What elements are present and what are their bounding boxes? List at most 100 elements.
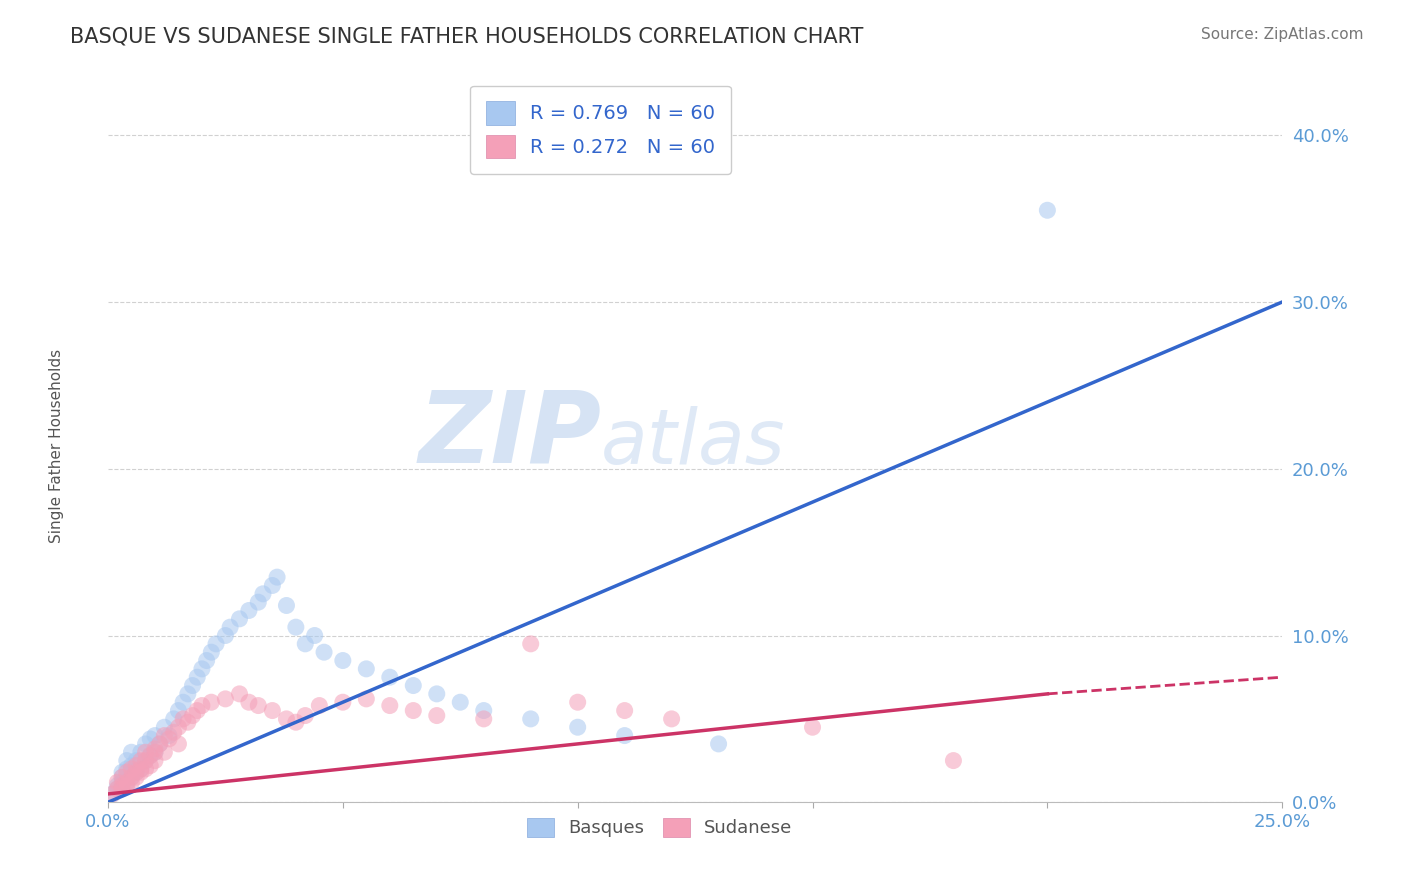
Point [101, 787, 124, 801]
Point [219, 620, 242, 634]
Point [205, 637, 228, 651]
Point [308, 698, 330, 713]
Point [105, 781, 128, 796]
Point [129, 762, 152, 776]
Point [153, 745, 176, 759]
Point [149, 737, 172, 751]
Point [191, 662, 214, 676]
Point [238, 603, 260, 617]
Point [186, 704, 208, 718]
Point [135, 762, 157, 776]
Point [266, 570, 288, 584]
Point [472, 712, 495, 726]
Point [426, 708, 449, 723]
Point [661, 712, 683, 726]
Point [121, 762, 143, 776]
Point [426, 687, 449, 701]
Point [139, 748, 162, 763]
Point [167, 704, 190, 718]
Point [111, 779, 134, 793]
Point [111, 775, 134, 789]
Point [143, 754, 166, 768]
Point [163, 725, 186, 739]
Point [186, 670, 208, 684]
Point [402, 679, 425, 693]
Point [181, 679, 204, 693]
Point [332, 653, 354, 667]
Point [125, 770, 148, 784]
Point [129, 745, 152, 759]
Point [613, 704, 636, 718]
Point [143, 745, 166, 759]
Legend: Basques, Sudanese: Basques, Sudanese [520, 811, 800, 845]
Point [284, 620, 307, 634]
Point [252, 587, 274, 601]
Point [139, 731, 162, 746]
Point [139, 758, 162, 772]
Point [111, 781, 134, 796]
Point [135, 745, 157, 759]
Point [312, 645, 335, 659]
Point [143, 745, 166, 759]
Point [356, 691, 378, 706]
Point [135, 754, 157, 768]
Point [157, 729, 180, 743]
Point [801, 720, 824, 734]
Point [613, 729, 636, 743]
Point [101, 787, 124, 801]
Point [238, 695, 260, 709]
Point [276, 712, 298, 726]
Point [294, 637, 316, 651]
Point [121, 770, 143, 784]
Point [129, 762, 152, 776]
Point [707, 737, 730, 751]
Point [135, 737, 157, 751]
Point [129, 754, 152, 768]
Point [121, 745, 143, 759]
Point [129, 765, 152, 780]
Point [177, 715, 200, 730]
Point [181, 708, 204, 723]
Point [115, 754, 138, 768]
Point [228, 687, 250, 701]
Point [115, 779, 138, 793]
Point [177, 687, 200, 701]
Point [125, 758, 148, 772]
Point [115, 762, 138, 776]
Point [115, 765, 138, 780]
Point [125, 765, 148, 780]
Point [378, 670, 401, 684]
Point [167, 737, 190, 751]
Point [121, 758, 143, 772]
Point [294, 708, 316, 723]
Point [378, 698, 401, 713]
Point [942, 754, 965, 768]
Point [115, 779, 138, 793]
Point [567, 695, 589, 709]
Point [214, 691, 236, 706]
Point [172, 712, 194, 726]
Point [111, 770, 134, 784]
Point [228, 612, 250, 626]
Point [191, 698, 214, 713]
Text: Single Father Households: Single Father Households [49, 349, 63, 543]
Point [139, 748, 162, 763]
Point [149, 737, 172, 751]
Point [472, 704, 495, 718]
Text: atlas: atlas [602, 406, 786, 480]
Point [276, 599, 298, 613]
Point [304, 628, 326, 642]
Point [195, 653, 218, 667]
Point [105, 775, 128, 789]
Point [262, 578, 284, 592]
Point [172, 695, 194, 709]
Point [125, 765, 148, 780]
Point [143, 729, 166, 743]
Point [105, 779, 128, 793]
Point [214, 628, 236, 642]
Point [167, 720, 190, 734]
Point [121, 775, 143, 789]
Point [567, 720, 589, 734]
Point [332, 695, 354, 709]
Point [1036, 203, 1059, 218]
